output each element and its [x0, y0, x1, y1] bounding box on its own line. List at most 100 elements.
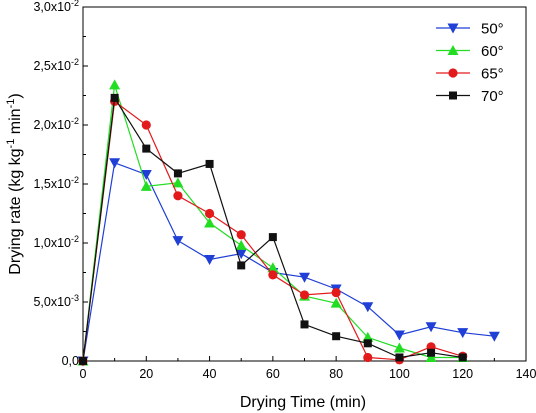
legend-marker — [448, 68, 458, 78]
series-line — [82, 96, 463, 362]
x-tick-label: 40 — [203, 367, 217, 381]
data-point — [363, 352, 373, 363]
data-point — [425, 322, 437, 333]
x-axis-title: Drying Time (min) — [240, 394, 366, 411]
data-point — [205, 159, 214, 168]
data-point — [204, 208, 215, 219]
y-tick-mantissa: 0,0 — [62, 354, 79, 368]
y-axis-title-sup1: -1 — [5, 139, 17, 149]
y-tick-exponent: -3 — [71, 293, 79, 303]
y-tick-exponent: -2 — [71, 234, 79, 244]
data-point — [79, 357, 87, 365]
data-point — [204, 217, 216, 228]
data-point — [235, 239, 247, 250]
data-point — [393, 342, 405, 353]
y-tick-label: 2,5x10-2 — [33, 57, 79, 73]
data-point — [300, 320, 309, 329]
series-line — [82, 161, 495, 362]
data-point — [332, 332, 341, 341]
legend-item: 65° — [436, 66, 504, 83]
series-layer — [77, 79, 500, 367]
data-point — [457, 328, 469, 339]
data-point — [173, 191, 183, 201]
series-3 — [79, 93, 467, 365]
data-point — [330, 297, 342, 308]
data-point — [268, 233, 277, 242]
y-axis-title-mid: min — [7, 108, 24, 138]
data-point — [393, 330, 405, 341]
data-point — [363, 339, 372, 348]
series-2 — [78, 96, 468, 366]
data-point — [109, 79, 121, 90]
y-tick-mantissa: 1,0x10 — [33, 236, 71, 250]
data-point — [395, 353, 404, 362]
x-axis-ticks: 0 20 40 60 80 100 120 140 — [80, 356, 536, 381]
data-point — [172, 177, 184, 188]
y-axis-ticks: 0,05,0x10-31,0x10-21,5x10-22,0x10-22,5x1… — [33, 0, 88, 368]
series-line — [82, 100, 463, 362]
legend-label: 50° — [481, 21, 504, 38]
data-point — [299, 272, 310, 283]
y-axis-title-sup2: -1 — [5, 99, 17, 109]
legend-item: 70° — [436, 88, 504, 105]
data-point — [267, 262, 279, 273]
y-tick-label: 1,5x10-2 — [33, 175, 79, 191]
data-point — [172, 236, 184, 247]
y-tick-label: 5,0x10-3 — [33, 293, 79, 309]
data-point — [331, 287, 341, 298]
y-tick-mantissa: 2,0x10 — [33, 118, 71, 132]
x-tick-label: 120 — [452, 367, 473, 381]
y-axis-title-end: ) — [7, 93, 24, 98]
data-point — [109, 158, 121, 169]
y-tick-label: 2,0x10-2 — [33, 116, 79, 132]
data-point — [235, 249, 247, 260]
y-tick-label: 0,0 — [62, 354, 79, 368]
data-point — [140, 180, 152, 191]
data-point — [142, 144, 151, 153]
data-point — [299, 290, 310, 300]
y-axis-title: Drying rate (kg kg-1 min-1) — [5, 93, 24, 274]
legend-item: 50° — [436, 21, 504, 38]
y-tick-label: 3,0x10-2 — [33, 0, 79, 14]
y-tick-exponent: -2 — [71, 116, 79, 126]
data-point — [173, 169, 182, 178]
x-tick-label: 0 — [80, 367, 87, 381]
y-tick-mantissa: 2,5x10 — [33, 59, 71, 73]
y-axis-title-base: Drying rate (kg kg — [7, 148, 24, 274]
series-1 — [77, 79, 469, 366]
data-point — [204, 255, 216, 266]
x-tick-label: 100 — [389, 367, 410, 381]
legend-label: 70° — [481, 88, 504, 105]
x-tick-label: 140 — [516, 367, 536, 381]
data-point — [141, 120, 151, 130]
data-point — [427, 348, 436, 357]
data-point — [362, 302, 374, 313]
data-point — [425, 351, 437, 362]
y-tick-label: 1,0x10-2 — [33, 234, 79, 250]
legend-item: 60° — [436, 43, 504, 60]
y-tick-mantissa: 3,0x10 — [33, 0, 71, 14]
legend-marker — [447, 23, 459, 34]
data-point — [236, 230, 246, 240]
y-tick-exponent: -2 — [71, 0, 79, 8]
data-point — [458, 353, 467, 362]
data-point — [268, 270, 278, 280]
legend-marker — [447, 45, 459, 55]
legend-label: 65° — [481, 66, 504, 83]
data-point — [140, 170, 152, 181]
y-tick-exponent: -2 — [71, 57, 79, 67]
plot-frame — [82, 6, 527, 362]
legend-label: 60° — [481, 43, 504, 60]
data-point — [110, 93, 119, 102]
x-tick-label: 20 — [139, 367, 153, 381]
series-line — [82, 84, 463, 362]
series-0 — [77, 158, 500, 367]
y-tick-mantissa: 1,5x10 — [33, 177, 71, 191]
y-tick-mantissa: 5,0x10 — [33, 295, 71, 309]
data-point — [488, 331, 500, 342]
legend: 50° 60° 65° 70° — [436, 21, 504, 105]
x-tick-label: 60 — [266, 367, 280, 381]
y-tick-exponent: -2 — [71, 175, 79, 185]
x-tick-label: 80 — [329, 367, 343, 381]
